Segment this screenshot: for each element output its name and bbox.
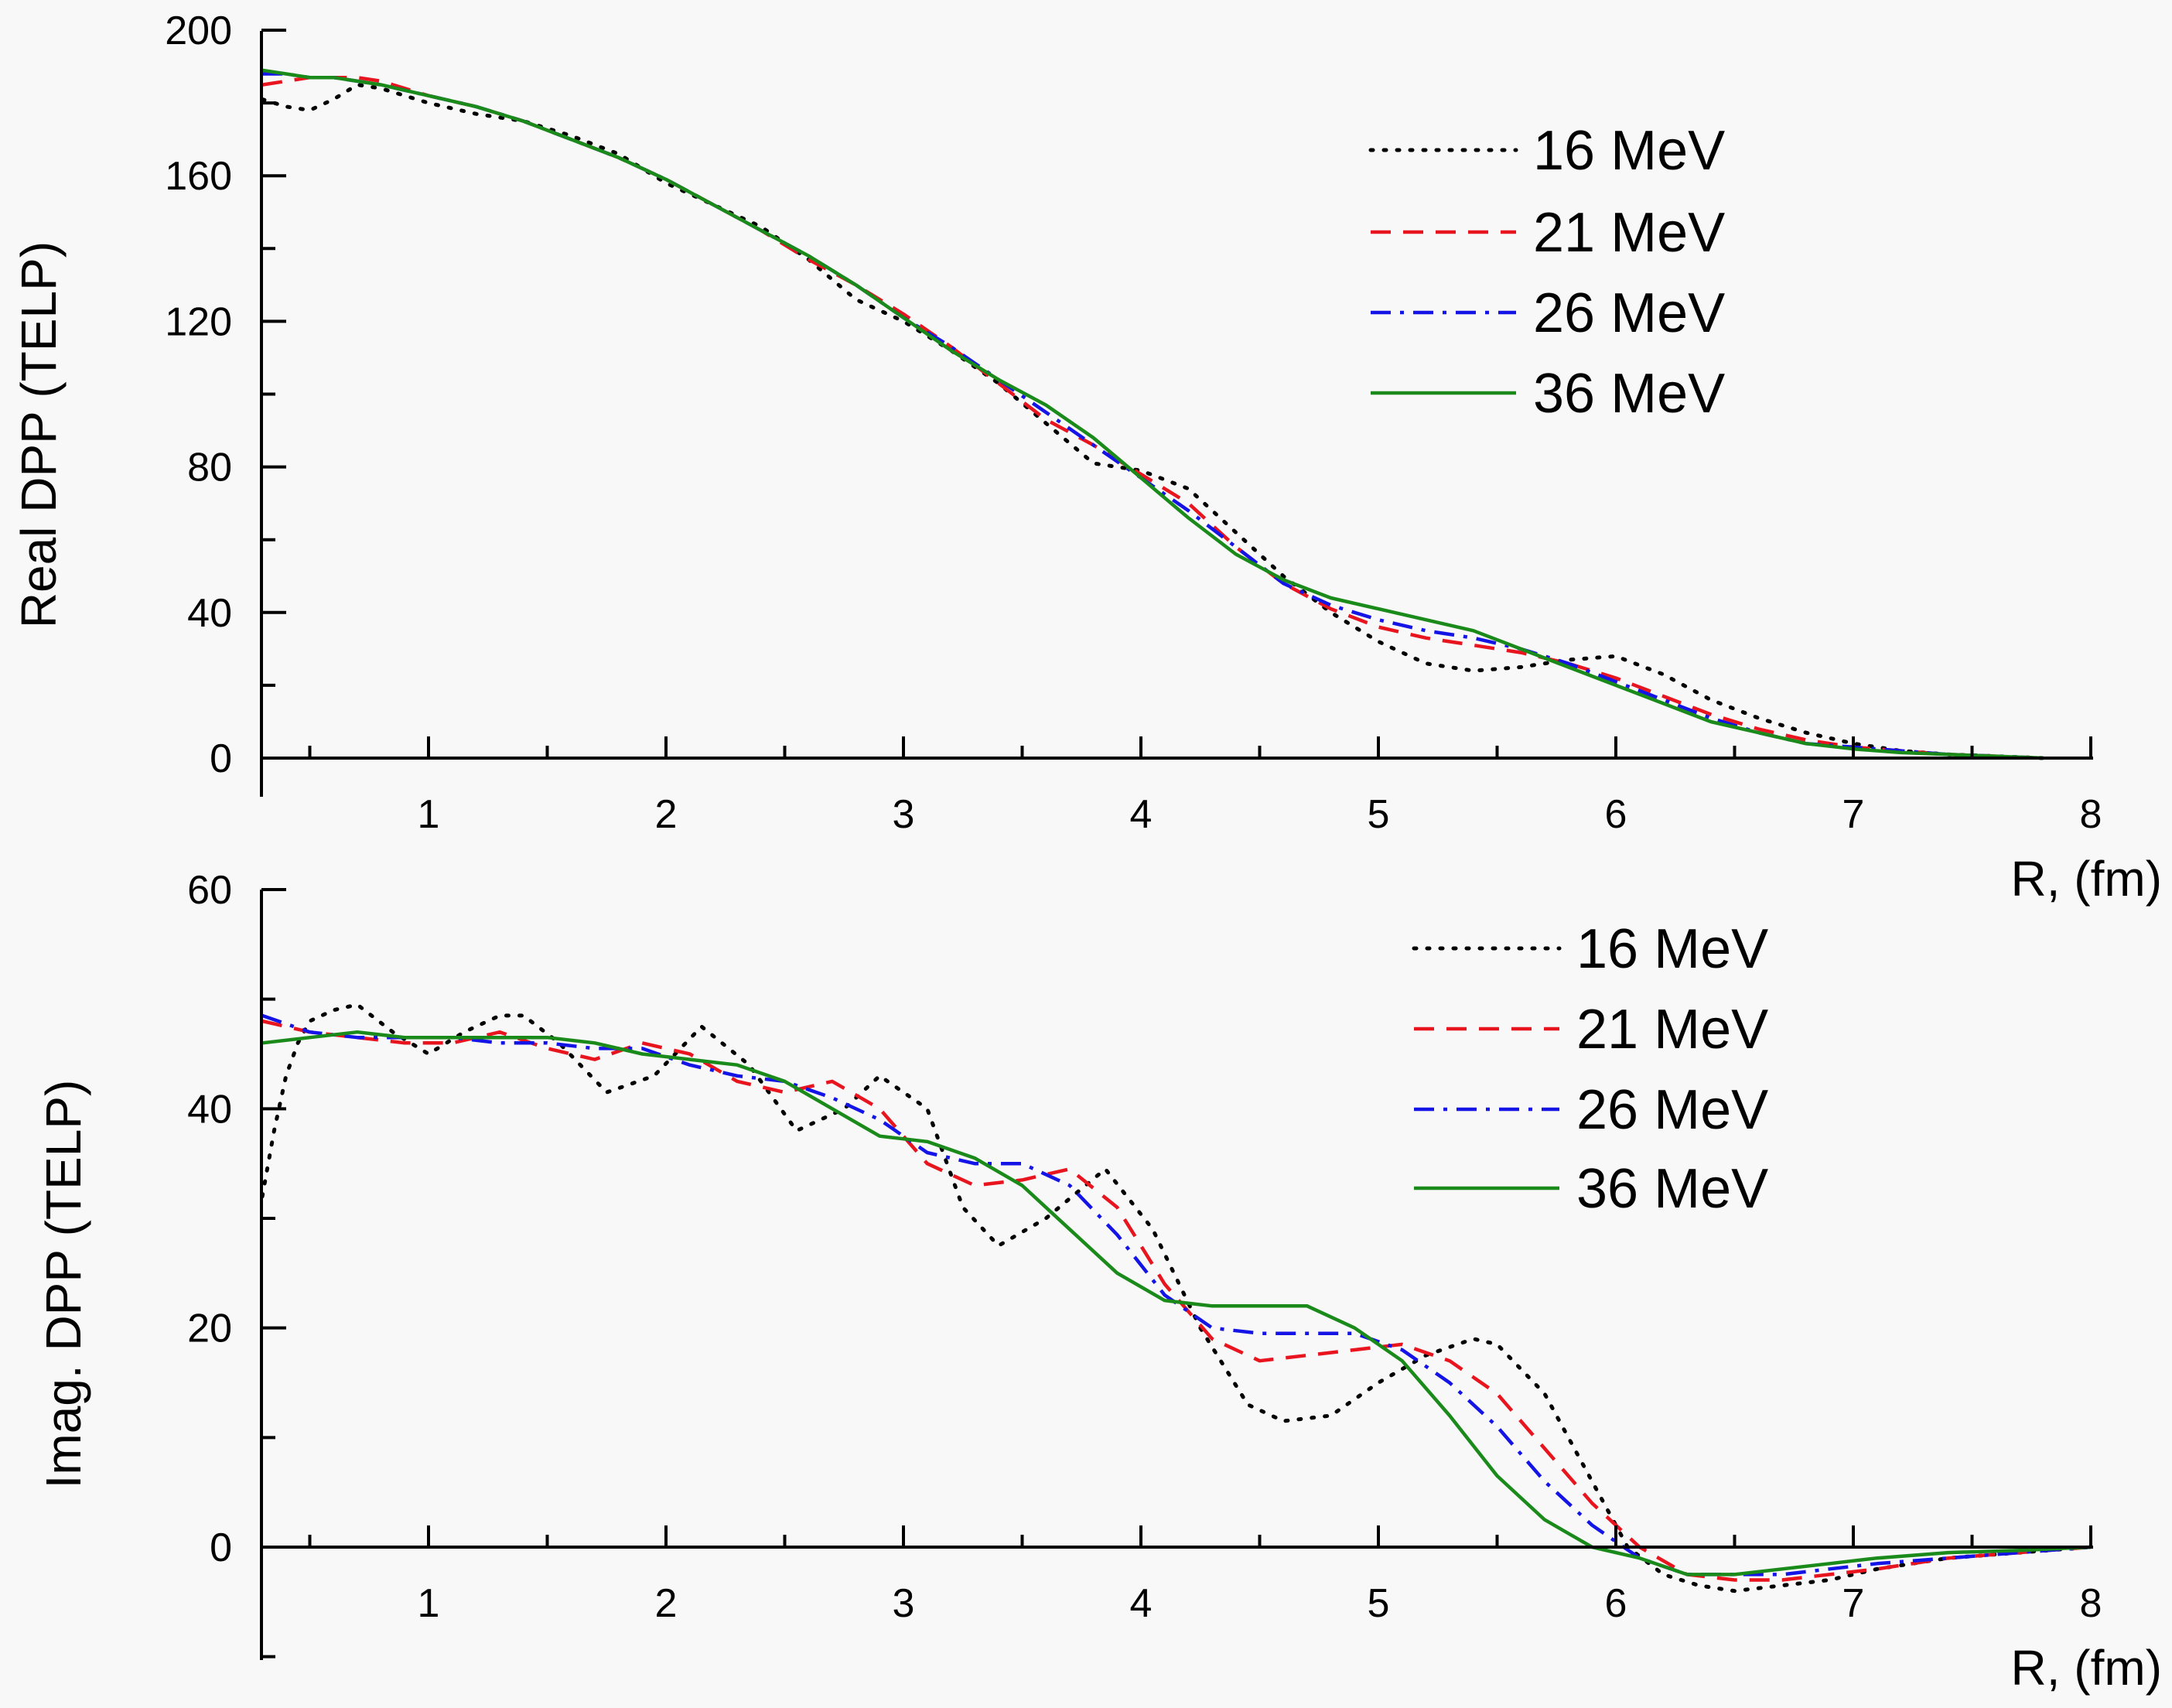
x-tick-label: 5: [1368, 1581, 1390, 1626]
legend-label-36-mev: 36 MeV: [1576, 1158, 1768, 1220]
x-tick-label: 1: [418, 792, 440, 837]
x-tick-label: 3: [893, 1581, 915, 1626]
series-line-16-mev: [260, 83, 2046, 760]
y-tick-label: 80: [187, 446, 232, 490]
real-dpp-legend: 16 MeV 21 MeV 26 MeV 36 MeV: [1368, 120, 1725, 425]
x-tick-label: 4: [1130, 1581, 1153, 1626]
y-tick-label: 160: [165, 154, 232, 199]
x-tick-label: 8: [2080, 1581, 2102, 1626]
y-tick-label: 20: [187, 1307, 232, 1351]
legend-label-36-mev: 36 MeV: [1533, 363, 1725, 425]
x-tick-label: 6: [1605, 792, 1627, 837]
legend-label-16-mev: 16 MeV: [1533, 120, 1725, 182]
y-tick-label: 60: [187, 868, 232, 913]
x-tick-label: 8: [2080, 792, 2102, 837]
y-tick-label: 0: [210, 736, 232, 781]
y-tick-label: 0: [210, 1525, 232, 1570]
real-dpp-series-group: [260, 68, 2046, 760]
series-line-16-mev: [260, 1003, 2093, 1594]
x-tick-label: 3: [893, 792, 915, 837]
y-tick-label: 40: [187, 591, 232, 636]
imag-dpp-ticks: 1 2 3 4 5 6 7 8 0 20 40 60: [187, 868, 2102, 1658]
x-tick-label: 7: [1842, 1581, 1865, 1626]
x-tick-label: 7: [1842, 792, 1865, 837]
x-tick-label: 6: [1605, 1581, 1627, 1626]
real-dpp-y-axis-title: Real DPP (TELP): [11, 241, 67, 628]
imag-dpp-y-axis-title: Imag. DPP (TELP): [36, 1080, 91, 1489]
series-line-21-mev: [261, 1019, 2092, 1582]
real-dpp-x-axis-title: R, (fm): [2011, 851, 2163, 907]
legend-label-26-mev: 26 MeV: [1576, 1079, 1768, 1141]
x-tick-label: 4: [1130, 792, 1153, 837]
imag-dpp-panel: 1 2 3 4 5 6 7 8 0 20 40 60 Imag. DPP (TELP) R, (fm)…: [36, 868, 2162, 1696]
y-tick-label: 40: [187, 1087, 232, 1132]
x-tick-label: 2: [655, 792, 678, 837]
series-line-36-mev: [261, 1030, 2092, 1576]
series-line-36-mev: [261, 68, 2044, 760]
series-line-26-mev: [261, 1013, 2092, 1576]
imag-dpp-x-axis-title: R, (fm): [2011, 1640, 2163, 1696]
legend-label-16-mev: 16 MeV: [1576, 918, 1768, 980]
x-tick-label: 2: [655, 1581, 678, 1626]
x-tick-label: 5: [1368, 792, 1390, 837]
y-tick-label: 200: [165, 9, 232, 53]
imag-dpp-series-group: [260, 1003, 2093, 1594]
legend-label-21-mev: 21 MeV: [1576, 999, 1768, 1061]
x-tick-label: 1: [418, 1581, 440, 1626]
imag-dpp-legend: 16 MeV 21 MeV 26 MeV 36 MeV: [1412, 918, 1768, 1220]
y-tick-label: 120: [165, 299, 232, 344]
legend-label-21-mev: 21 MeV: [1533, 202, 1725, 264]
legend-label-26-mev: 26 MeV: [1533, 282, 1725, 344]
